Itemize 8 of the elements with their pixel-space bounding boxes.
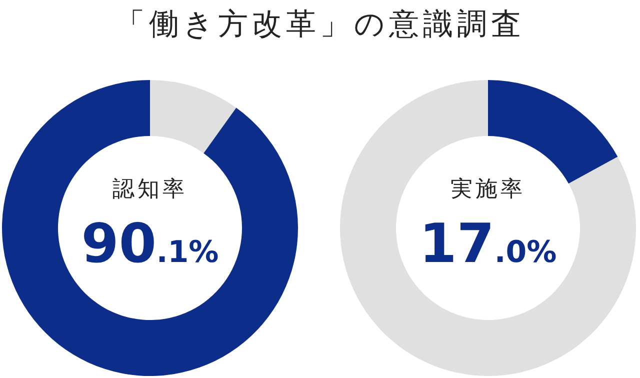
text: 認知率 (112, 177, 188, 202)
donut-slice (2, 80, 298, 376)
chart-title: 「働き方改革」の意識調査 (115, 7, 525, 42)
text: 実施率 (450, 177, 526, 202)
donut-slice (340, 80, 636, 376)
donut-slice (150, 80, 236, 154)
text: 90.1% (81, 212, 219, 275)
text: 17.0% (419, 212, 557, 275)
